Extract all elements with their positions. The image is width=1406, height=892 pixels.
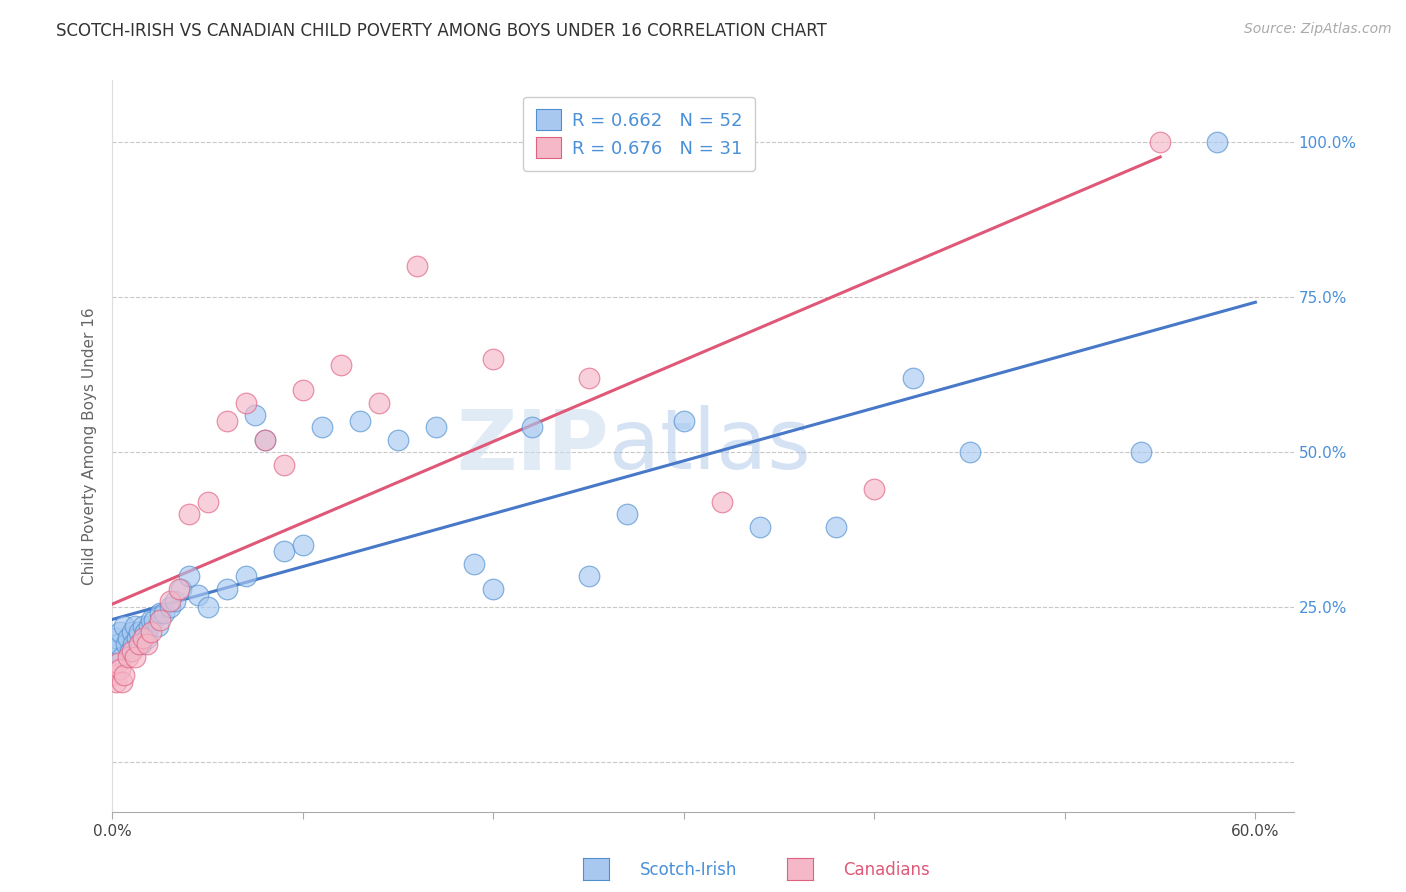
Text: ZIP: ZIP [456, 406, 609, 486]
Point [111, 674, 134, 689]
Point [132, 619, 155, 633]
Point [159, 594, 181, 608]
Point [1206, 135, 1229, 149]
Point [406, 259, 429, 273]
Point [368, 395, 391, 409]
Point [1130, 445, 1153, 459]
Point [124, 619, 146, 633]
Point [122, 637, 145, 651]
Point [112, 619, 135, 633]
Point [425, 420, 447, 434]
Point [520, 420, 543, 434]
Point [165, 594, 187, 608]
Point [253, 433, 276, 447]
Point [148, 619, 170, 633]
Point [349, 414, 371, 428]
Point [117, 649, 139, 664]
Text: Scotch-Irish: Scotch-Irish [640, 861, 737, 879]
Point [749, 519, 772, 533]
Point [167, 582, 190, 596]
Point [215, 582, 238, 596]
Point [616, 507, 638, 521]
Text: Canadians: Canadians [844, 861, 931, 879]
Point [128, 624, 150, 639]
Point [711, 495, 734, 509]
Point [863, 483, 886, 497]
Point [143, 613, 166, 627]
Point [108, 662, 131, 676]
Point [578, 371, 600, 385]
Point [959, 445, 981, 459]
Point [139, 613, 162, 627]
Text: SCOTCH-IRISH VS CANADIAN CHILD POVERTY AMONG BOYS UNDER 16 CORRELATION CHART: SCOTCH-IRISH VS CANADIAN CHILD POVERTY A… [56, 22, 827, 40]
Point [118, 643, 141, 657]
Point [103, 643, 125, 657]
Point [235, 569, 257, 583]
Point [177, 569, 200, 583]
Point [215, 414, 238, 428]
Point [105, 631, 128, 645]
Point [825, 519, 848, 533]
Point [129, 637, 152, 651]
Point [170, 582, 193, 596]
Point [197, 600, 219, 615]
Point [135, 637, 157, 651]
Point [139, 624, 162, 639]
Point [132, 631, 155, 645]
Point [149, 607, 172, 621]
Point [124, 649, 146, 664]
Point [128, 637, 150, 651]
Point [121, 643, 143, 657]
Point [1149, 135, 1171, 149]
Point [103, 668, 125, 682]
Point [311, 420, 333, 434]
Point [463, 557, 485, 571]
Point [127, 631, 149, 645]
Point [291, 383, 314, 397]
Point [111, 649, 134, 664]
Point [330, 359, 353, 373]
Point [134, 624, 156, 639]
Point [482, 352, 505, 367]
Point [482, 582, 505, 596]
Legend: R = 0.662   N = 52, R = 0.676   N = 31: R = 0.662 N = 52, R = 0.676 N = 31 [523, 96, 755, 171]
Point [197, 495, 219, 509]
Point [187, 588, 209, 602]
Point [135, 631, 157, 645]
Point [121, 624, 143, 639]
Point [273, 458, 295, 472]
Point [177, 507, 200, 521]
Point [273, 544, 295, 558]
Point [901, 371, 924, 385]
Point [138, 619, 160, 633]
Point [578, 569, 600, 583]
Point [291, 538, 314, 552]
Point [159, 600, 181, 615]
Point [107, 656, 129, 670]
Text: atlas: atlas [609, 406, 810, 486]
Point [253, 433, 276, 447]
Point [117, 631, 139, 645]
Point [112, 668, 135, 682]
Point [149, 613, 172, 627]
Point [153, 607, 176, 621]
Point [108, 624, 131, 639]
Point [672, 414, 695, 428]
Point [387, 433, 409, 447]
Text: Source: ZipAtlas.com: Source: ZipAtlas.com [1244, 22, 1392, 37]
Point [107, 637, 129, 651]
Point [105, 674, 128, 689]
Point [114, 637, 136, 651]
Point [245, 408, 267, 422]
Y-axis label: Child Poverty Among Boys Under 16: Child Poverty Among Boys Under 16 [82, 307, 97, 585]
Point [235, 395, 257, 409]
